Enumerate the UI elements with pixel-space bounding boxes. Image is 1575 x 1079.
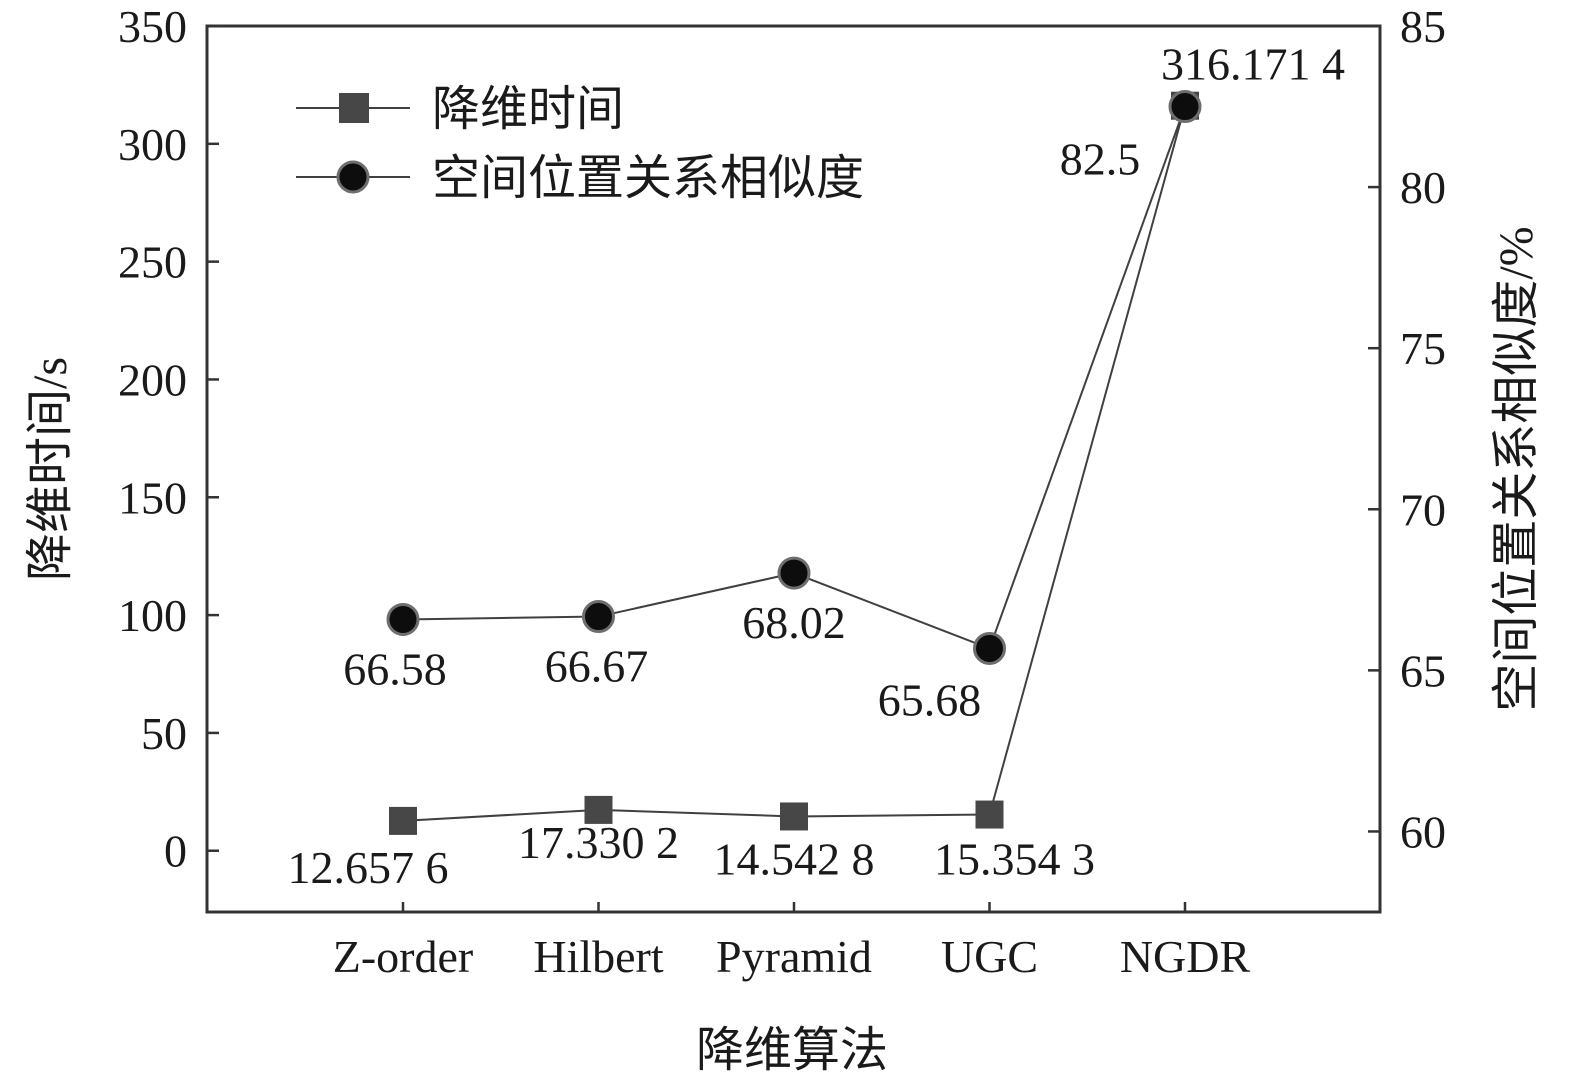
right-axis-title: 空间位置关系相似度/% bbox=[1490, 226, 1543, 711]
right-axis-tick-label: 85 bbox=[1400, 1, 1446, 52]
x-axis-tick-label: UGC bbox=[941, 931, 1038, 982]
series-line-time bbox=[402, 105, 1186, 822]
legend-label: 降维时间 bbox=[432, 83, 624, 136]
time-data-label: 17.330 2 bbox=[518, 817, 679, 868]
left-axis-tick-label: 100 bbox=[118, 590, 187, 641]
time-point-marker bbox=[389, 806, 417, 835]
time-data-label: 14.542 8 bbox=[714, 833, 875, 884]
right-axis-tick-label: 80 bbox=[1400, 162, 1446, 213]
x-axis-title: 降维算法 bbox=[696, 1024, 888, 1077]
left-axis-tick-label: 350 bbox=[118, 1, 187, 52]
x-axis-tick-label: Hilbert bbox=[533, 931, 664, 982]
left-axis-tick-label: 250 bbox=[118, 237, 187, 288]
similarity-point-marker bbox=[386, 602, 420, 636]
left-axis-tick-label: 300 bbox=[118, 119, 187, 170]
similarity-data-label: 68.02 bbox=[742, 597, 846, 648]
similarity-point-marker bbox=[777, 556, 811, 590]
left-axis-tick-label: 200 bbox=[118, 354, 187, 405]
legend-circle-marker bbox=[336, 160, 370, 194]
similarity-data-label: 66.58 bbox=[343, 643, 447, 694]
x-axis-tick-label: Pyramid bbox=[716, 931, 872, 982]
similarity-point-marker bbox=[1168, 90, 1202, 124]
right-axis-tick-label: 70 bbox=[1400, 484, 1446, 535]
legend-label: 空间位置关系相似度 bbox=[432, 152, 864, 205]
similarity-data-label: 82.5 bbox=[1060, 134, 1141, 185]
time-point-marker bbox=[975, 800, 1004, 829]
right-axis-tick-label: 65 bbox=[1400, 645, 1446, 696]
x-axis-tick-label: NGDR bbox=[1120, 931, 1251, 982]
similarity-data-label: 65.68 bbox=[878, 674, 982, 725]
time-data-label: 15.354 3 bbox=[934, 834, 1095, 885]
right-axis-tick-label: 60 bbox=[1400, 806, 1446, 857]
x-axis-tick-label: Z-order bbox=[333, 931, 473, 982]
time-point-marker bbox=[780, 802, 808, 831]
left-axis-tick-label: 0 bbox=[164, 826, 187, 877]
similarity-point-marker bbox=[582, 600, 615, 634]
left-axis-title: 降维时间/s bbox=[24, 357, 77, 581]
time-point-marker bbox=[584, 795, 613, 824]
right-axis-tick-label: 75 bbox=[1400, 323, 1446, 374]
time-data-label: 316.171 4 bbox=[1161, 39, 1345, 90]
similarity-data-label: 66.67 bbox=[545, 641, 649, 692]
left-axis-tick-label: 150 bbox=[118, 472, 187, 523]
similarity-point-marker bbox=[973, 631, 1006, 665]
legend-square-marker bbox=[339, 93, 369, 123]
time-data-label: 12.657 6 bbox=[288, 842, 449, 893]
left-axis-tick-label: 50 bbox=[141, 708, 187, 759]
